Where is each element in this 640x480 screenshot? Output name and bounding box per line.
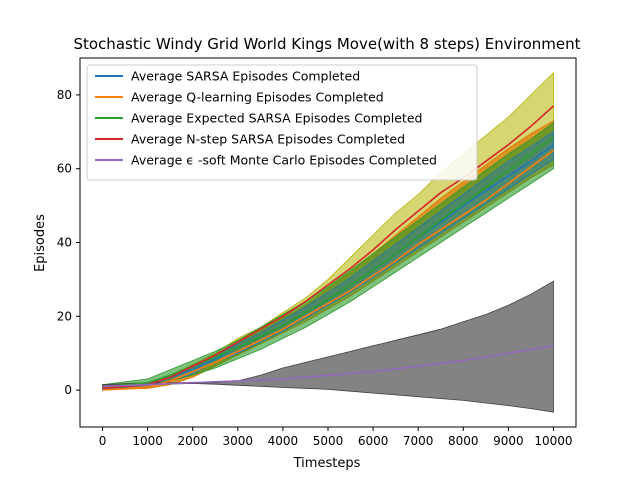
band-4 (102, 280, 554, 413)
legend: Average SARSA Episodes Completed Average … (86, 64, 478, 181)
legend-label: Average ϵ -soft Monte Carlo Episodes Com… (131, 153, 437, 168)
x-tick-label: 2000 (177, 434, 208, 448)
confidence-bands (102, 71, 554, 413)
legend-label: Average N-step SARSA Episodes Completed (131, 132, 405, 147)
x-tick-label: 7000 (403, 434, 434, 448)
x-tick-label: 4000 (268, 434, 299, 448)
legend-label: Average Q-learning Episodes Completed (131, 90, 384, 105)
series-line-1 (102, 149, 554, 391)
legend-box (86, 64, 478, 181)
y-axis-label: Episodes (33, 214, 48, 272)
y-ticks: 0 20 40 60 80 (57, 88, 80, 397)
x-tick-label: 5000 (313, 434, 344, 448)
x-axis-label: Timesteps (293, 456, 361, 471)
x-tick-label: 6000 (358, 434, 389, 448)
x-tick-label: 10000 (534, 434, 572, 448)
y-tick-label: 80 (57, 88, 72, 102)
x-tick-label: 1000 (132, 434, 163, 448)
x-ticks: 0 1000 2000 3000 4000 5000 6000 7000 8000 9000 100… (99, 427, 573, 448)
y-tick-label: 60 (57, 162, 72, 176)
y-tick-label: 40 (57, 236, 72, 250)
x-tick-label: 3000 (223, 434, 254, 448)
legend-label: Average SARSA Episodes Completed (131, 69, 360, 84)
band-2 (102, 121, 554, 391)
y-tick-label: 20 (57, 309, 72, 323)
y-tick-label: 0 (64, 383, 72, 397)
x-tick-label: 9000 (493, 434, 524, 448)
x-tick-label: 8000 (448, 434, 479, 448)
chart-title: Stochastic Windy Grid World Kings Move(w… (73, 35, 580, 53)
legend-label: Average Expected SARSA Episodes Complete… (131, 111, 422, 126)
series-lines (102, 105, 555, 391)
series-line-3 (102, 105, 555, 390)
series-line-4 (102, 345, 554, 388)
band-3 (102, 131, 554, 391)
x-tick-label: 0 (99, 434, 107, 448)
